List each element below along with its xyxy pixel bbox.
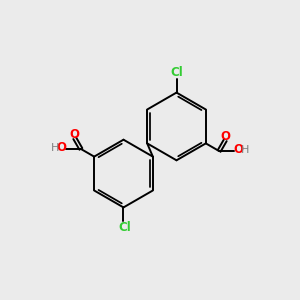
Text: H: H bbox=[241, 145, 249, 155]
Text: O: O bbox=[221, 130, 231, 143]
Text: Cl: Cl bbox=[170, 66, 183, 80]
Text: H: H bbox=[51, 143, 59, 153]
Text: O: O bbox=[57, 141, 67, 154]
Text: O: O bbox=[233, 143, 243, 156]
Text: Cl: Cl bbox=[118, 220, 131, 234]
Text: O: O bbox=[69, 128, 79, 141]
